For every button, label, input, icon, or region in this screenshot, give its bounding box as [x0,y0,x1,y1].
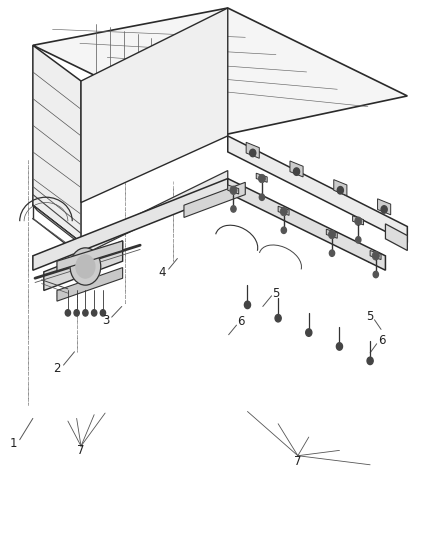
Polygon shape [370,251,381,260]
Circle shape [231,206,236,212]
Polygon shape [33,179,228,270]
Circle shape [337,187,343,194]
Polygon shape [228,185,239,194]
Polygon shape [334,180,347,196]
Text: 2: 2 [53,362,61,375]
Circle shape [74,310,79,316]
Polygon shape [246,142,259,158]
Circle shape [329,250,335,256]
Circle shape [230,186,237,195]
Polygon shape [57,241,123,271]
Circle shape [355,217,362,225]
Circle shape [275,314,281,322]
Polygon shape [385,224,407,251]
Circle shape [373,271,378,278]
Circle shape [244,301,251,309]
Polygon shape [353,216,364,225]
Circle shape [83,310,88,316]
Circle shape [336,343,343,350]
Polygon shape [228,179,385,270]
Polygon shape [81,8,228,203]
Polygon shape [278,206,289,215]
Text: 1: 1 [9,437,17,450]
Circle shape [372,252,379,260]
Circle shape [367,357,373,365]
Polygon shape [33,8,407,136]
Polygon shape [81,171,228,256]
Polygon shape [228,136,407,243]
Circle shape [381,206,387,213]
Circle shape [100,310,106,316]
Circle shape [280,207,287,216]
Text: 7: 7 [294,455,302,467]
Circle shape [281,227,286,233]
Text: 5: 5 [272,287,279,300]
Polygon shape [44,241,123,290]
Text: 6: 6 [378,334,386,347]
Circle shape [356,237,361,243]
Polygon shape [326,229,337,238]
Polygon shape [256,173,267,182]
Text: 5: 5 [367,310,374,323]
Text: 6: 6 [237,316,245,328]
Polygon shape [33,205,85,248]
Circle shape [76,255,95,278]
Circle shape [92,310,97,316]
Circle shape [306,329,312,336]
Text: 7: 7 [77,444,85,457]
Text: 4: 4 [158,266,166,279]
Circle shape [250,149,256,157]
Circle shape [258,174,265,183]
Circle shape [70,248,101,285]
Circle shape [259,194,265,200]
Circle shape [293,168,300,175]
Polygon shape [33,45,81,243]
Polygon shape [290,161,303,177]
Polygon shape [378,199,391,215]
Text: 3: 3 [102,314,110,327]
Circle shape [65,310,71,316]
Polygon shape [184,182,245,217]
Circle shape [328,230,336,239]
Polygon shape [57,268,123,301]
